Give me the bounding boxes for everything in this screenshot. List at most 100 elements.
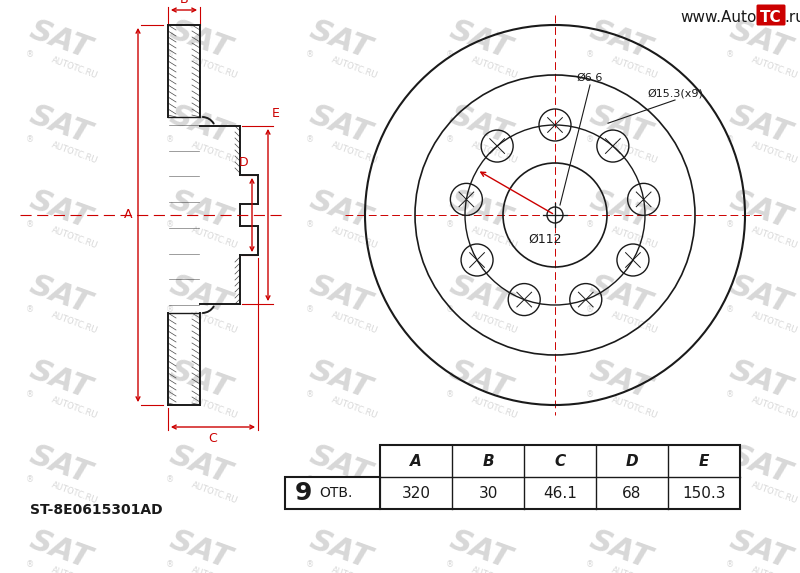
- Text: SAT: SAT: [166, 525, 234, 573]
- Text: A: A: [123, 209, 132, 222]
- Text: SAT: SAT: [586, 100, 654, 150]
- Text: SAT: SAT: [446, 441, 514, 489]
- Text: ®: ®: [726, 305, 734, 315]
- Text: AUTOTC.RU: AUTOTC.RU: [610, 566, 659, 573]
- Text: SAT: SAT: [166, 186, 234, 234]
- Text: 46.1: 46.1: [543, 485, 577, 500]
- Text: ®: ®: [166, 135, 174, 144]
- Text: SAT: SAT: [26, 15, 94, 65]
- Text: AUTOTC.RU: AUTOTC.RU: [190, 311, 239, 336]
- Text: SAT: SAT: [446, 355, 514, 405]
- Text: SAT: SAT: [726, 355, 794, 405]
- Text: SAT: SAT: [26, 100, 94, 150]
- Text: ®: ®: [446, 476, 454, 485]
- Text: AUTOTC.RU: AUTOTC.RU: [470, 311, 519, 336]
- Text: SAT: SAT: [26, 441, 94, 489]
- Text: AUTOTC.RU: AUTOTC.RU: [330, 226, 379, 250]
- Text: AUTOTC.RU: AUTOTC.RU: [750, 481, 799, 505]
- Text: AUTOTC.RU: AUTOTC.RU: [50, 56, 99, 81]
- Text: D: D: [238, 156, 248, 169]
- Text: TC: TC: [760, 10, 782, 26]
- Text: ®: ®: [306, 560, 314, 570]
- Text: ®: ®: [726, 135, 734, 144]
- Text: AUTOTC.RU: AUTOTC.RU: [470, 481, 519, 505]
- Text: AUTOTC.RU: AUTOTC.RU: [470, 56, 519, 81]
- Text: AUTOTC.RU: AUTOTC.RU: [470, 566, 519, 573]
- Text: AUTOTC.RU: AUTOTC.RU: [470, 140, 519, 166]
- Text: SAT: SAT: [446, 270, 514, 320]
- Text: SAT: SAT: [726, 270, 794, 320]
- Text: AUTOTC.RU: AUTOTC.RU: [750, 226, 799, 250]
- FancyBboxPatch shape: [757, 5, 786, 26]
- Text: SAT: SAT: [586, 270, 654, 320]
- Text: SAT: SAT: [586, 441, 654, 489]
- Text: 320: 320: [402, 485, 430, 500]
- Text: AUTOTC.RU: AUTOTC.RU: [750, 395, 799, 421]
- Text: AUTOTC.RU: AUTOTC.RU: [50, 311, 99, 336]
- Text: E: E: [272, 107, 280, 120]
- Text: AUTOTC.RU: AUTOTC.RU: [610, 140, 659, 166]
- Text: SAT: SAT: [26, 186, 94, 234]
- Text: AUTOTC.RU: AUTOTC.RU: [190, 566, 239, 573]
- Text: www.Auto: www.Auto: [680, 10, 756, 26]
- Text: ®: ®: [26, 560, 34, 570]
- Text: AUTOTC.RU: AUTOTC.RU: [190, 226, 239, 250]
- Bar: [380, 445, 740, 509]
- Text: 9: 9: [295, 481, 312, 505]
- Text: SAT: SAT: [306, 100, 374, 150]
- Text: SAT: SAT: [26, 525, 94, 573]
- Text: C: C: [209, 432, 218, 445]
- Text: AUTOTC.RU: AUTOTC.RU: [190, 140, 239, 166]
- Text: AUTOTC.RU: AUTOTC.RU: [470, 226, 519, 250]
- Text: ®: ®: [166, 476, 174, 485]
- Text: 30: 30: [478, 485, 498, 500]
- Text: AUTOTC.RU: AUTOTC.RU: [330, 311, 379, 336]
- Text: AUTOTC.RU: AUTOTC.RU: [610, 395, 659, 421]
- Text: ®: ®: [306, 221, 314, 230]
- Text: ®: ®: [306, 305, 314, 315]
- Text: ®: ®: [446, 305, 454, 315]
- Text: ®: ®: [446, 50, 454, 60]
- Text: AUTOTC.RU: AUTOTC.RU: [330, 395, 379, 421]
- Text: ®: ®: [446, 221, 454, 230]
- Text: ®: ®: [166, 50, 174, 60]
- Text: AUTOTC.RU: AUTOTC.RU: [50, 226, 99, 250]
- Text: ®: ®: [26, 305, 34, 315]
- Text: ®: ®: [306, 135, 314, 144]
- Text: ®: ®: [26, 391, 34, 399]
- Text: E: E: [699, 453, 709, 469]
- Text: 150.3: 150.3: [682, 485, 726, 500]
- Text: Ø112: Ø112: [528, 233, 562, 246]
- Text: SAT: SAT: [726, 100, 794, 150]
- Text: ®: ®: [726, 391, 734, 399]
- Text: SAT: SAT: [726, 525, 794, 573]
- Text: SAT: SAT: [586, 15, 654, 65]
- Text: SAT: SAT: [726, 441, 794, 489]
- Text: ®: ®: [166, 221, 174, 230]
- Text: SAT: SAT: [726, 15, 794, 65]
- Text: ®: ®: [586, 50, 594, 60]
- Text: AUTOTC.RU: AUTOTC.RU: [610, 56, 659, 81]
- Text: SAT: SAT: [446, 100, 514, 150]
- Text: AUTOTC.RU: AUTOTC.RU: [330, 481, 379, 505]
- Text: ®: ®: [586, 305, 594, 315]
- Text: ®: ®: [166, 305, 174, 315]
- Text: AUTOTC.RU: AUTOTC.RU: [50, 566, 99, 573]
- Text: ®: ®: [446, 391, 454, 399]
- Text: AUTOTC.RU: AUTOTC.RU: [610, 311, 659, 336]
- Text: ®: ®: [726, 221, 734, 230]
- Text: SAT: SAT: [166, 15, 234, 65]
- Text: SAT: SAT: [306, 270, 374, 320]
- Text: SAT: SAT: [446, 525, 514, 573]
- Text: AUTOTC.RU: AUTOTC.RU: [750, 566, 799, 573]
- Text: AUTOTC.RU: AUTOTC.RU: [750, 56, 799, 81]
- Text: AUTOTC.RU: AUTOTC.RU: [330, 140, 379, 166]
- Text: ®: ®: [726, 476, 734, 485]
- Text: ®: ®: [166, 391, 174, 399]
- Text: AUTOTC.RU: AUTOTC.RU: [330, 566, 379, 573]
- Text: .ru: .ru: [784, 10, 800, 26]
- Text: AUTOTC.RU: AUTOTC.RU: [190, 56, 239, 81]
- Text: A: A: [410, 453, 422, 469]
- Text: ®: ®: [26, 135, 34, 144]
- Text: AUTOTC.RU: AUTOTC.RU: [190, 481, 239, 505]
